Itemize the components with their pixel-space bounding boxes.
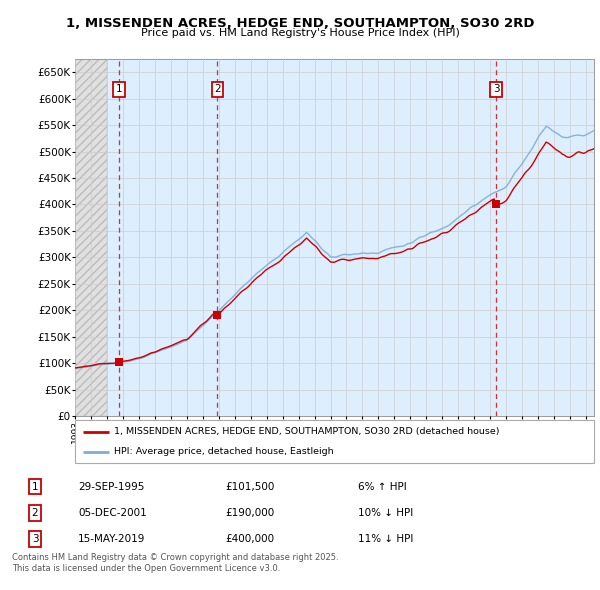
Text: 15-MAY-2019: 15-MAY-2019 — [78, 534, 146, 544]
Text: 05-DEC-2001: 05-DEC-2001 — [78, 508, 147, 518]
Text: HPI: Average price, detached house, Eastleigh: HPI: Average price, detached house, East… — [114, 447, 334, 456]
Text: Price paid vs. HM Land Registry's House Price Index (HPI): Price paid vs. HM Land Registry's House … — [140, 28, 460, 38]
Text: 3: 3 — [493, 84, 499, 94]
Text: 10% ↓ HPI: 10% ↓ HPI — [358, 508, 413, 518]
Text: 11% ↓ HPI: 11% ↓ HPI — [358, 534, 413, 544]
Text: £190,000: £190,000 — [225, 508, 274, 518]
Text: 3: 3 — [32, 534, 38, 544]
Text: 6% ↑ HPI: 6% ↑ HPI — [358, 481, 406, 491]
Text: 1, MISSENDEN ACRES, HEDGE END, SOUTHAMPTON, SO30 2RD: 1, MISSENDEN ACRES, HEDGE END, SOUTHAMPT… — [66, 17, 534, 30]
Text: Contains HM Land Registry data © Crown copyright and database right 2025.
This d: Contains HM Land Registry data © Crown c… — [12, 553, 338, 573]
Text: 1: 1 — [116, 84, 122, 94]
Text: £101,500: £101,500 — [225, 481, 274, 491]
Text: 29-SEP-1995: 29-SEP-1995 — [78, 481, 145, 491]
Text: £400,000: £400,000 — [225, 534, 274, 544]
Text: 2: 2 — [32, 508, 38, 518]
Text: 1, MISSENDEN ACRES, HEDGE END, SOUTHAMPTON, SO30 2RD (detached house): 1, MISSENDEN ACRES, HEDGE END, SOUTHAMPT… — [114, 427, 499, 436]
Text: 2: 2 — [214, 84, 221, 94]
Text: 1: 1 — [32, 481, 38, 491]
FancyBboxPatch shape — [75, 420, 594, 463]
